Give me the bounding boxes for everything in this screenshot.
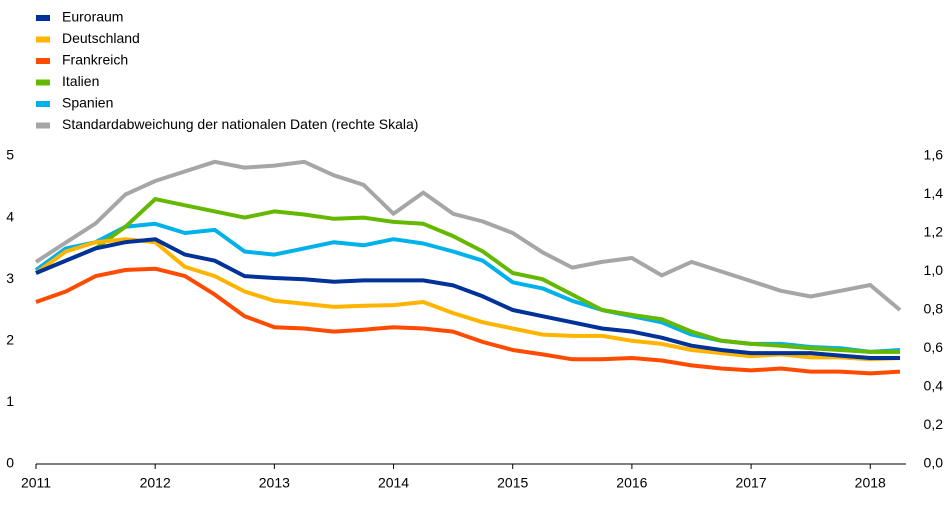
y-tick-label: 1: [6, 393, 14, 409]
y2-tick-label: 1,4: [924, 185, 944, 201]
y-tick-label: 5: [6, 147, 14, 163]
x-tick-label: 2011: [21, 475, 51, 491]
legend-swatch: [36, 36, 50, 43]
x-tick-label: 2013: [259, 475, 290, 491]
y-tick-label: 3: [6, 270, 14, 286]
series-line: [35, 266, 901, 376]
y2-tick-label: 0,2: [924, 416, 944, 432]
y2-tick-label: 0,6: [924, 339, 944, 355]
series-line: [34, 237, 901, 362]
legend-label: Spanien: [62, 95, 113, 111]
legend-label: Deutschland: [62, 30, 140, 46]
legend-swatch: [36, 58, 50, 64]
legend-swatch: [36, 79, 50, 86]
y2-tick-label: 0,8: [924, 301, 944, 317]
legend-label: Standardabweichung der nationalen Daten …: [62, 116, 418, 132]
y-tick-label: 4: [6, 208, 14, 224]
x-tick-label: 2017: [735, 475, 766, 491]
y2-tick-label: 1,2: [924, 224, 944, 240]
legend-label: Euroraum: [62, 9, 123, 25]
y-tick-label: 0: [6, 455, 14, 471]
x-tick-label: 2016: [616, 475, 647, 491]
legend-swatch: [36, 15, 50, 21]
legend-label: Frankreich: [62, 52, 128, 68]
legend-swatch: [36, 101, 50, 107]
series-line: [34, 159, 902, 312]
series-line: [35, 237, 900, 360]
x-tick-label: 2012: [140, 475, 171, 491]
legend-label: Italien: [62, 73, 99, 89]
y2-tick-label: 0,0: [924, 455, 944, 471]
y2-tick-label: 1,0: [924, 262, 944, 278]
y-tick-label: 2: [6, 332, 14, 348]
x-tick-label: 2015: [497, 475, 528, 491]
y2-tick-label: 1,6: [924, 147, 944, 163]
x-tick-label: 2018: [855, 475, 886, 491]
x-tick-label: 2014: [378, 475, 409, 491]
legend-swatch: [36, 122, 50, 129]
y2-tick-label: 0,4: [924, 378, 944, 394]
series-line: [35, 197, 900, 354]
